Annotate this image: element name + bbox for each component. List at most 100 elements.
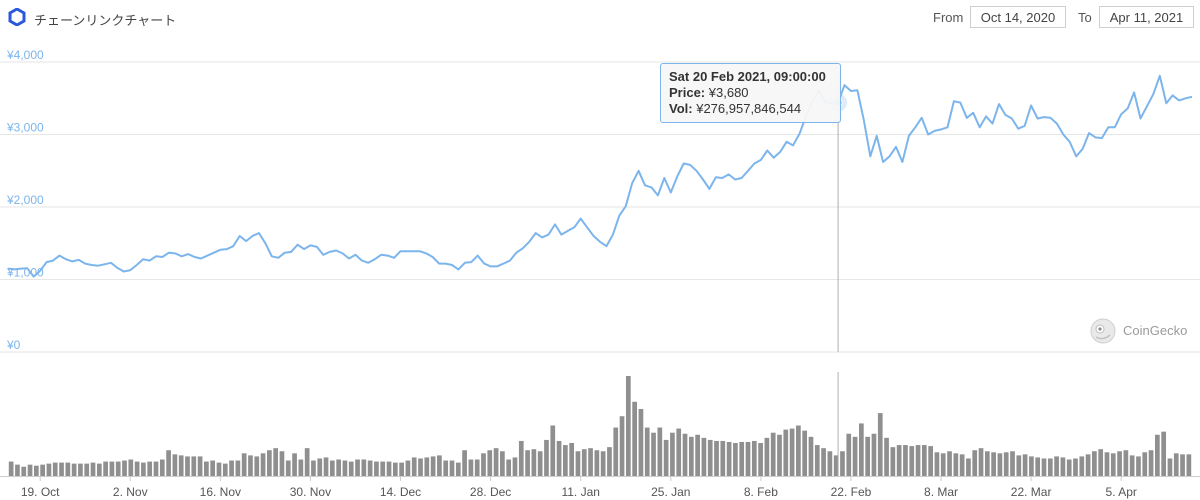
volume-bar <box>279 451 285 476</box>
to-date-input[interactable]: Apr 11, 2021 <box>1099 6 1194 28</box>
volume-bar <box>59 462 64 476</box>
volume-bar <box>134 461 140 476</box>
volume-bar <box>581 449 587 476</box>
volume-bar <box>468 459 474 476</box>
volume-bar <box>1079 456 1085 476</box>
volume-bar <box>1047 458 1053 476</box>
volume-bar <box>613 427 619 476</box>
volume-bar <box>65 462 71 476</box>
volume-bar <box>46 463 52 476</box>
volume-bar <box>720 440 726 476</box>
y-tick-label: ¥2,000 <box>6 193 44 207</box>
volume-bar <box>304 448 310 476</box>
volume-bar <box>1136 456 1141 476</box>
volume-bar <box>204 461 209 476</box>
volume-bar <box>865 436 871 476</box>
volume-bar <box>506 459 512 476</box>
volume-bar <box>827 451 833 476</box>
volume-bar <box>418 458 423 476</box>
volume-bar <box>500 451 505 476</box>
volume-bar <box>682 433 688 476</box>
volume-bar <box>1148 450 1154 476</box>
volume-bar <box>619 416 625 476</box>
volume-bar <box>329 460 335 476</box>
tooltip-vol-value: ¥276,957,846,544 <box>696 101 802 116</box>
x-tick-label: 14. Dec <box>380 485 421 499</box>
volume-bar <box>556 440 562 476</box>
volume-bar <box>695 434 700 476</box>
volume-bar <box>317 458 323 476</box>
volume-bar <box>355 459 360 476</box>
volume-bar <box>235 460 241 476</box>
volume-bar <box>298 459 304 476</box>
volume-bar <box>739 441 745 476</box>
volume-bar <box>588 448 593 476</box>
volume-bar <box>657 427 663 476</box>
volume-bar <box>966 458 971 476</box>
volume-bar <box>1123 450 1129 476</box>
from-label: From <box>933 10 964 25</box>
volume-bar <box>909 446 915 476</box>
volume-bar <box>859 423 864 476</box>
volume-bar <box>78 463 83 476</box>
volume-bar <box>1180 454 1185 476</box>
from-date-input[interactable]: Oct 14, 2020 <box>970 6 1066 28</box>
volume-bar <box>638 408 644 476</box>
volume-bar <box>455 462 461 476</box>
volume-bar <box>84 463 90 476</box>
volume-bar <box>424 457 430 476</box>
volume-bar <box>884 437 889 476</box>
volume-bar <box>229 460 234 476</box>
volume-bar <box>833 455 839 476</box>
volume-bar <box>1029 456 1034 476</box>
y-tick-label: ¥3,000 <box>6 121 44 135</box>
volume-bar <box>493 448 499 476</box>
volume-bar <box>1060 457 1066 476</box>
volume-bar <box>714 440 719 476</box>
volume-bar <box>544 439 549 476</box>
volume-bar <box>934 452 940 476</box>
volume-bar <box>166 450 171 476</box>
volume-bar <box>852 436 858 476</box>
volume-bar <box>191 456 197 476</box>
volume-bar <box>518 440 524 476</box>
x-tick-label: 8. Mar <box>924 485 958 499</box>
price-tooltip: Sat 20 Feb 2021, 09:00:00 Price: ¥3,680 … <box>660 63 841 123</box>
volume-bar <box>984 451 990 476</box>
volume-bar <box>802 430 808 476</box>
volume-bar <box>15 464 20 476</box>
y-tick-label: ¥4,000 <box>6 48 44 62</box>
volume-bar <box>96 463 102 476</box>
x-tick-label: 2. Nov <box>113 485 148 499</box>
volume-bar <box>411 457 417 476</box>
chart-header: チェーンリンクチャート From Oct 14, 2020 To Apr 11,… <box>0 0 1200 36</box>
volume-bar <box>726 441 732 476</box>
volume-bar <box>947 451 952 476</box>
x-tick-label: 11. Jan <box>561 485 599 499</box>
volume-bar <box>676 428 682 476</box>
volume-bar <box>285 460 291 476</box>
volume-bar <box>777 434 782 476</box>
x-tick-label: 19. Oct <box>21 485 60 499</box>
x-tick-label: 28. Dec <box>470 485 511 499</box>
volume-bar <box>915 445 921 476</box>
volume-bar <box>770 432 776 476</box>
volume-bar <box>443 460 449 476</box>
price-line <box>7 74 1193 278</box>
volume-bar <box>625 376 631 476</box>
volume-bar <box>644 427 650 476</box>
volume-bar <box>361 459 367 476</box>
volume-bar <box>481 453 486 476</box>
volume-bar <box>821 448 826 476</box>
tooltip-date: Sat 20 Feb 2021, 09:00:00 <box>669 69 826 84</box>
volume-bar <box>871 433 877 476</box>
x-tick-label: 22. Mar <box>1011 485 1052 499</box>
volume-bar <box>348 461 354 476</box>
to-label: To <box>1078 10 1092 25</box>
volume-bar <box>764 437 770 476</box>
volume-bar <box>1085 454 1091 476</box>
volume-bar <box>437 455 442 476</box>
volume-bar <box>1066 459 1072 476</box>
volume-bar <box>159 459 165 476</box>
volume-bar <box>663 439 669 476</box>
